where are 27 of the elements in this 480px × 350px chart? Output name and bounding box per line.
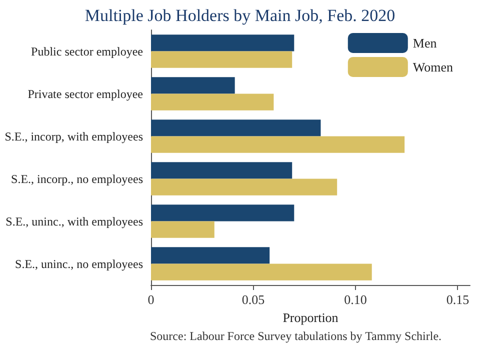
bar [151, 120, 321, 136]
y-tick-label: S.E., uninc., with employees [6, 214, 144, 228]
x-axis-title: Proportion [282, 310, 339, 325]
bar [151, 51, 292, 68]
legend-label: Men [412, 36, 438, 50]
source-note: Source: Labour Force Survey tabulations by Tammy Schirle. [150, 329, 442, 343]
bar [151, 247, 270, 264]
y-tick-label: Public sector employee [31, 44, 143, 58]
bar [151, 94, 274, 110]
y-tick-label: S.E., incorp., no employees [11, 172, 144, 186]
bar [151, 264, 372, 280]
x-tick-label: 0.15 [446, 292, 470, 307]
bar [151, 204, 294, 222]
chart-title: Multiple Job Holders by Main Job, Feb. 2020 [84, 6, 396, 25]
bar [151, 77, 235, 94]
y-tick-label: Private sector employee [28, 86, 143, 101]
bar [151, 221, 214, 238]
bar [151, 178, 338, 196]
x-tick-label: 0.05 [242, 292, 265, 307]
x-tick-label: 0.10 [344, 292, 367, 307]
y-tick-label: S.E., incorp, with employees [4, 129, 144, 144]
bar [151, 34, 294, 52]
y-tick-label: S.E., uninc., no employees [15, 256, 144, 271]
legend-label: Women [412, 60, 454, 74]
bar [151, 136, 405, 153]
x-tick-label: 0 [148, 292, 154, 307]
bar [151, 162, 292, 179]
